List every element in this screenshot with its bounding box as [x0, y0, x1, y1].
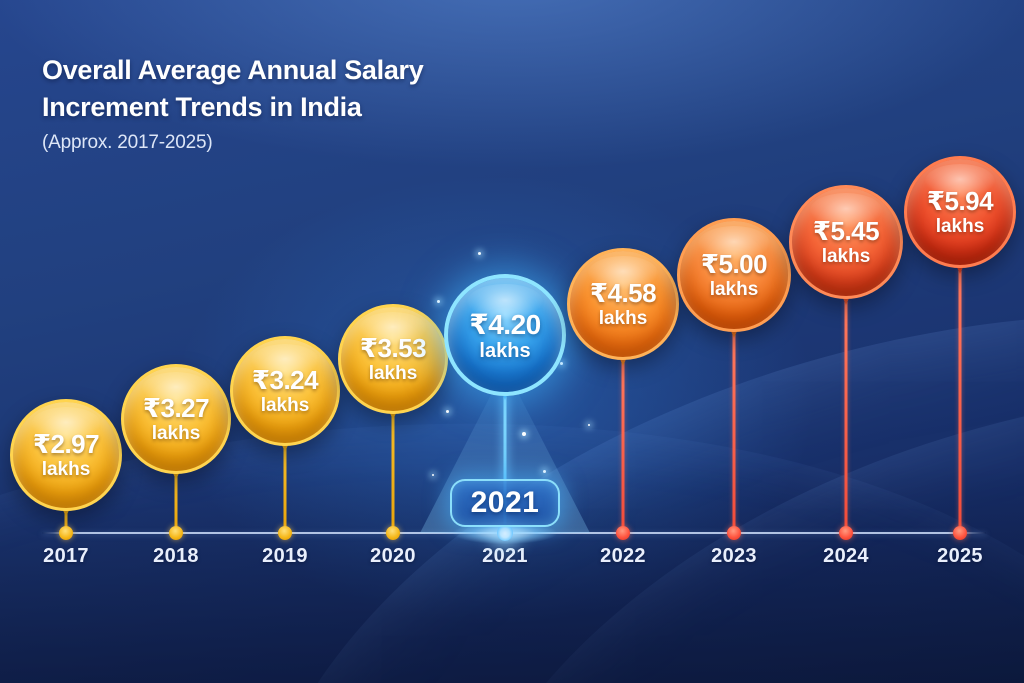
salary-unit: lakhs	[260, 395, 310, 416]
year-label: 2023	[711, 545, 757, 567]
salary-unit: lakhs	[709, 279, 759, 300]
salary-unit: lakhs	[368, 363, 418, 384]
year-label: 2021	[482, 545, 528, 567]
salary-balloon-highlighted: ₹4.20 lakhs	[444, 274, 566, 396]
chart-header: Overall Average Annual Salary Increment …	[42, 52, 424, 154]
timeline-dot	[727, 526, 741, 540]
timeline-dot	[386, 526, 400, 540]
balloon-string	[174, 474, 178, 531]
salary-unit: lakhs	[41, 459, 91, 480]
year-label: 2020	[370, 545, 416, 567]
salary-balloon: ₹5.00 lakhs	[677, 218, 791, 332]
salary-balloon: ₹5.45 lakhs	[789, 185, 903, 299]
salary-balloon: ₹4.58 lakhs	[567, 248, 679, 360]
salary-unit: lakhs	[151, 423, 201, 444]
year-label: 2025	[937, 545, 983, 567]
salary-unit: lakhs	[935, 216, 985, 237]
sparkle	[446, 410, 449, 413]
salary-unit: lakhs	[479, 339, 531, 362]
sparkle	[478, 252, 481, 255]
salary-balloon: ₹5.94 lakhs	[904, 156, 1016, 268]
timeline-dot	[169, 526, 183, 540]
sparkle	[437, 300, 440, 303]
sparkle	[560, 362, 563, 365]
year-label: 2022	[600, 545, 646, 567]
year-label: 2017	[43, 545, 89, 567]
salary-unit: lakhs	[598, 308, 648, 329]
year-label: 2019	[262, 545, 308, 567]
chart-title-line2: Increment Trends in India	[42, 92, 362, 122]
salary-value: ₹3.53	[359, 333, 427, 363]
timeline-dot	[59, 526, 73, 540]
salary-value: ₹4.58	[589, 278, 657, 308]
balloon-string	[621, 360, 625, 531]
balloon-string	[391, 414, 395, 531]
salary-value: ₹5.00	[700, 249, 768, 279]
salary-value: ₹4.20	[469, 308, 541, 340]
chart-title-line1: Overall Average Annual Salary	[42, 55, 424, 85]
sparkle	[588, 424, 590, 426]
salary-value: ₹3.27	[142, 393, 210, 423]
salary-value: ₹5.94	[926, 186, 994, 216]
salary-balloon: ₹3.27 lakhs	[121, 364, 231, 474]
timeline-dot	[278, 526, 292, 540]
balloon-string	[283, 446, 287, 531]
timeline-dot	[839, 526, 853, 540]
salary-unit: lakhs	[821, 246, 871, 267]
salary-value: ₹2.97	[32, 429, 100, 459]
timeline-dot-glowing	[497, 525, 513, 541]
balloon-string	[732, 332, 736, 531]
timeline-dot	[616, 526, 630, 540]
salary-value: ₹3.24	[251, 365, 319, 395]
year-label: 2018	[153, 545, 199, 567]
balloon-string	[844, 299, 848, 531]
chart-subtitle: (Approx. 2017-2025)	[42, 132, 213, 153]
salary-balloon: ₹3.53 lakhs	[338, 304, 448, 414]
salary-value: ₹5.45	[812, 216, 880, 246]
year-label: 2024	[823, 545, 869, 567]
timeline-dot	[953, 526, 967, 540]
highlighted-year-badge: 2021	[450, 479, 560, 527]
sparkle	[432, 474, 434, 476]
salary-balloon: ₹2.97 lakhs	[10, 399, 122, 511]
salary-balloon: ₹3.24 lakhs	[230, 336, 340, 446]
balloon-string	[958, 268, 962, 531]
